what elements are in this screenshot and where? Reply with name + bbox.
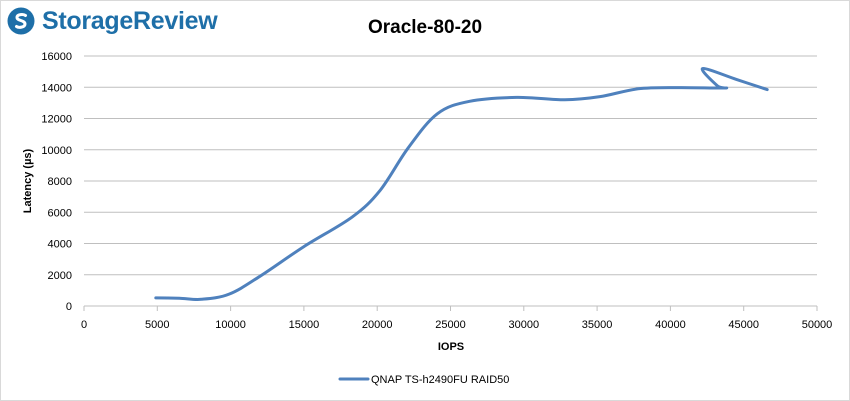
y-tick-label: 6000 [48,207,72,219]
y-tick-label: 8000 [48,176,72,188]
x-tick-label: 50000 [802,319,833,331]
y-tick-label: 16000 [41,51,72,63]
series-group [154,66,769,301]
y-axis-label: Latency (µs) [22,148,34,213]
x-tick-label: 30000 [509,319,540,331]
chart-title: Oracle-80-20 [368,17,482,38]
x-tick-label: 10000 [215,319,246,331]
x-tick-label: 15000 [289,319,320,331]
x-tick-label: 35000 [582,319,613,331]
series-line [154,66,769,301]
x-tick-label: 5000 [145,319,169,331]
x-axis-label: IOPS [438,341,464,353]
y-tick-label: 14000 [41,82,72,94]
y-tick-label: 12000 [41,114,72,126]
legend: QNAP TS-h2490FU RAID50 [338,374,509,386]
y-tick-label: 0 [66,301,72,313]
y-tick-label: 4000 [48,239,72,251]
storagereview-logo: StorageReview [6,5,218,37]
x-tick-label: 40000 [655,319,686,331]
gridlines [83,55,818,311]
x-tick-label: 45000 [728,319,759,331]
legend-label: QNAP TS-h2490FU RAID50 [371,374,509,386]
x-tick-label: 0 [81,319,87,331]
x-tick-label: 25000 [435,319,466,331]
brand-name: StorageReview [42,6,218,35]
x-tick-label: 20000 [362,319,393,331]
x-tick-labels: 0 5000 10000 15000 20000 25000 30000 35000 40000… [81,319,832,331]
y-tick-label: 10000 [41,145,72,157]
y-tick-label: 2000 [48,270,72,282]
storagereview-logo-icon [7,7,35,35]
y-tick-labels: 0 2000 4000 6000 8000 10000 12000 14000 16000 [41,51,72,313]
